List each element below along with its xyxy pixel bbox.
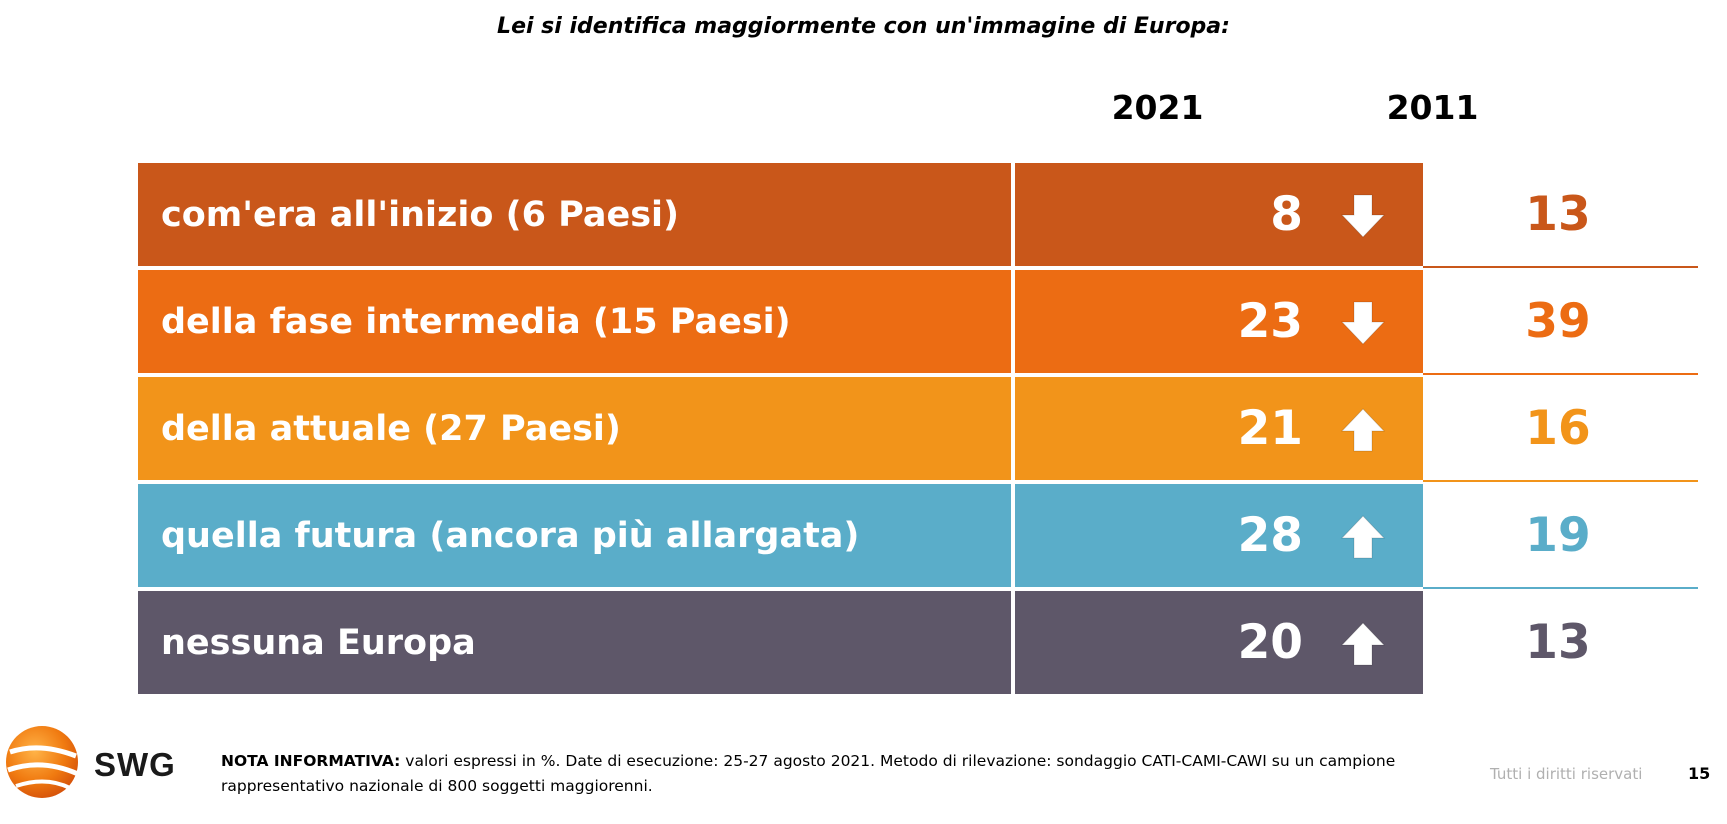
arrow-down-icon <box>1340 301 1386 345</box>
table-row: com'era all'inizio (6 Paesi) 8 13 <box>138 163 1698 268</box>
row-label: quella futura (ancora più allargata) <box>138 484 1011 587</box>
value-2021-cell: 20 <box>1015 591 1423 694</box>
value-2021: 28 <box>1237 508 1303 563</box>
value-2011: 19 <box>1525 508 1591 563</box>
chart-title: Lei si identifica maggiormente con un'im… <box>497 14 1230 39</box>
value-2021-cell: 21 <box>1015 377 1423 480</box>
row-label: della attuale (27 Paesi) <box>138 377 1011 480</box>
arrow-down-icon <box>1340 194 1386 238</box>
value-2011: 39 <box>1525 294 1591 349</box>
row-separator <box>1423 587 1698 589</box>
value-2021: 21 <box>1237 401 1303 456</box>
swg-logo-text: SWG <box>94 746 176 783</box>
arrow-up-icon <box>1340 408 1386 452</box>
value-2011: 13 <box>1525 615 1591 670</box>
value-2011: 16 <box>1525 401 1591 456</box>
value-2021: 23 <box>1237 294 1303 349</box>
value-2021: 20 <box>1237 615 1303 670</box>
methodology-note: NOTA INFORMATIVA: valori espressi in %. … <box>221 749 1401 799</box>
row-label: com'era all'inizio (6 Paesi) <box>138 163 1011 266</box>
swg-logo-icon <box>6 726 80 798</box>
value-2011: 13 <box>1525 187 1591 242</box>
table-row: della attuale (27 Paesi) 21 16 <box>138 377 1698 482</box>
table-row: quella futura (ancora più allargata) 28 19 <box>138 484 1698 589</box>
row-label: nessuna Europa <box>138 591 1011 694</box>
copyright-text: Tutti i diritti riservati <box>1490 765 1643 783</box>
row-separator <box>1423 266 1698 268</box>
row-label: della fase intermedia (15 Paesi) <box>138 270 1011 373</box>
column-header-2011: 2011 <box>1386 88 1479 127</box>
value-2021-cell: 28 <box>1015 484 1423 587</box>
page-number: 15 <box>1688 764 1711 783</box>
arrow-up-icon <box>1340 515 1386 559</box>
column-header-2021: 2021 <box>1111 88 1204 127</box>
value-2021: 8 <box>1270 187 1303 242</box>
arrow-up-icon <box>1340 622 1386 666</box>
table-row: della fase intermedia (15 Paesi) 23 39 <box>138 270 1698 375</box>
table-row: nessuna Europa 20 13 <box>138 591 1698 694</box>
row-separator <box>1423 373 1698 375</box>
value-2021-cell: 23 <box>1015 270 1423 373</box>
row-separator <box>1423 480 1698 482</box>
value-2021-cell: 8 <box>1015 163 1423 266</box>
note-label: NOTA INFORMATIVA: <box>221 752 401 770</box>
note-text: valori espressi in %. Date di esecuzione… <box>221 752 1396 795</box>
